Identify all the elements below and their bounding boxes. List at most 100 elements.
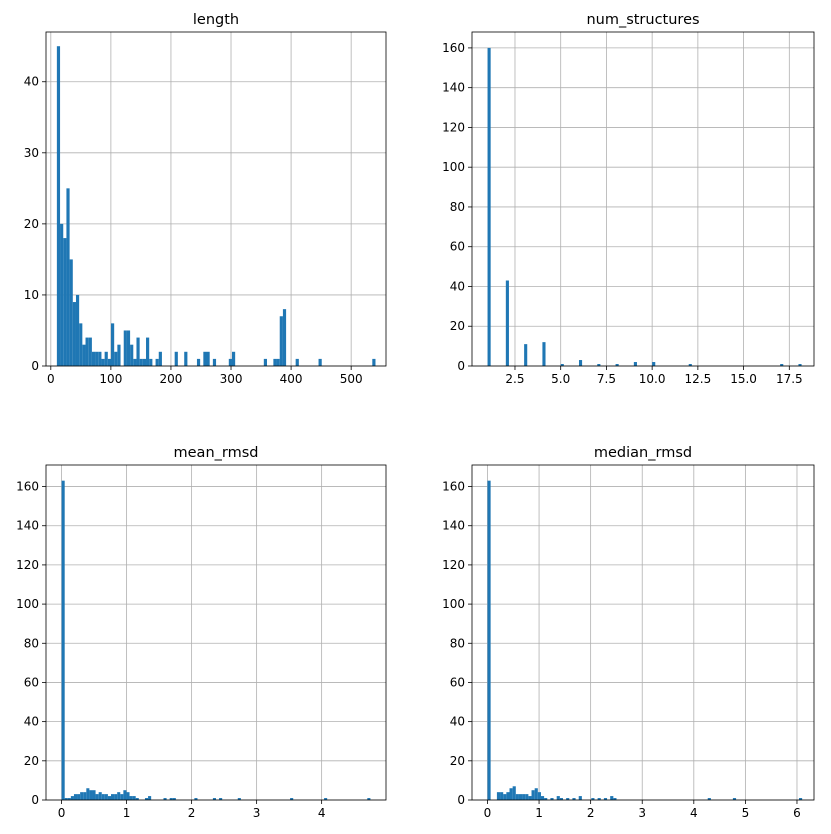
histogram-bar [126, 792, 130, 800]
histogram-bar [70, 796, 74, 800]
histogram-bar [212, 358, 217, 366]
histogram-bar [237, 798, 241, 800]
histogram-bar [597, 364, 601, 366]
histogram-bar [610, 796, 614, 800]
histogram-bar [525, 794, 529, 800]
histogram-bar [174, 351, 178, 366]
y-tick-label: 100 [16, 597, 39, 611]
x-tick-label: 2 [587, 806, 595, 820]
histogram-bar [597, 798, 601, 800]
x-tick-label: 0 [484, 806, 492, 820]
histogram-bar [95, 794, 99, 800]
histogram-bar [276, 358, 280, 366]
histogram-bar [123, 330, 127, 366]
histogram-bar [148, 796, 152, 800]
histogram-bar [69, 259, 73, 366]
histogram-bar [85, 337, 89, 366]
histogram-bar [560, 364, 564, 366]
histogram-bar [89, 790, 93, 800]
y-tick-label: 140 [442, 519, 465, 533]
axes-frame [471, 31, 815, 367]
histogram-bar [67, 798, 71, 800]
subplot-length: 0 100 200 300 400 500 0 10 20 30 40 length [24, 12, 387, 386]
histogram-bar [101, 358, 105, 366]
histogram-bar [534, 788, 538, 800]
histogram-bar [372, 358, 376, 366]
y-tick-label: 80 [24, 636, 39, 650]
subplot-title: length [193, 12, 239, 28]
y-tick-label: 100 [442, 160, 465, 174]
histogram-bar [556, 796, 560, 800]
x-tick-label: 15.0 [730, 372, 757, 386]
histogram-bar [509, 788, 513, 800]
y-tick-label: 100 [442, 597, 465, 611]
histogram-bar [544, 798, 548, 800]
histogram-bar [73, 794, 78, 800]
histogram-bar [578, 360, 583, 366]
histogram-bar [158, 351, 162, 366]
histogram-bar [578, 796, 582, 800]
histogram-bar [111, 794, 115, 800]
histogram-bar [487, 480, 491, 800]
histogram-bar [290, 798, 294, 800]
histogram-bar [60, 223, 64, 366]
x-tick-label: 100 [99, 372, 122, 386]
histogram-bar [86, 788, 90, 800]
x-tick-label: 12.5 [685, 372, 712, 386]
x-tick-label: 6 [793, 806, 801, 820]
histogram-bar [79, 323, 83, 366]
histogram-bar [61, 480, 65, 800]
histogram-bar [487, 47, 491, 367]
histogram-bar [63, 238, 67, 366]
y-tick-label: 20 [450, 754, 465, 768]
y-tick-label: 120 [442, 558, 465, 572]
y-tick-label: 20 [450, 319, 465, 333]
y-tick-label: 0 [457, 359, 465, 373]
x-tick-label: 1 [535, 806, 543, 820]
histogram-bar [184, 351, 188, 366]
y-tick-label: 30 [24, 146, 39, 160]
histogram-bar [206, 351, 210, 366]
histogram-bar [528, 796, 532, 800]
y-tick-label: 160 [16, 480, 39, 494]
histogram-bar [613, 798, 617, 800]
y-tick-label: 10 [24, 288, 39, 302]
histogram-bar [80, 792, 84, 800]
y-tick-label: 60 [450, 675, 465, 689]
axes-frame [471, 464, 815, 801]
histogram-bar [732, 798, 737, 800]
histogram-bar [83, 792, 87, 800]
histogram-bar [107, 358, 111, 366]
histogram-bar [537, 792, 541, 800]
x-tick-label: 2 [188, 806, 196, 820]
histogram-bar [542, 342, 546, 366]
histogram-bar [279, 316, 283, 366]
y-tick-label: 120 [442, 120, 465, 134]
histogram-bar [155, 358, 159, 366]
histogram-bar [75, 294, 80, 366]
histogram-bar [136, 337, 140, 366]
histogram-bar [146, 337, 150, 366]
histogram-bar [104, 794, 108, 800]
histogram-bar [123, 790, 127, 800]
histogram-bar [132, 796, 136, 800]
histogram-bar [194, 798, 198, 800]
y-tick-label: 0 [31, 793, 39, 807]
x-tick-label: 200 [159, 372, 182, 386]
y-tick-label: 140 [442, 81, 465, 95]
histogram-bar [282, 309, 287, 366]
histogram-bar [142, 358, 147, 366]
histogram-bar [144, 798, 149, 800]
x-tick-label: 500 [340, 372, 363, 386]
y-tick-label: 80 [450, 636, 465, 650]
histogram-bar [512, 786, 516, 800]
histogram-bar [133, 358, 137, 366]
y-tick-label: 40 [24, 715, 39, 729]
histogram-bar [126, 330, 131, 366]
histogram-bar [66, 188, 70, 366]
x-tick-label: 4 [318, 806, 326, 820]
y-tick-label: 80 [450, 200, 465, 214]
